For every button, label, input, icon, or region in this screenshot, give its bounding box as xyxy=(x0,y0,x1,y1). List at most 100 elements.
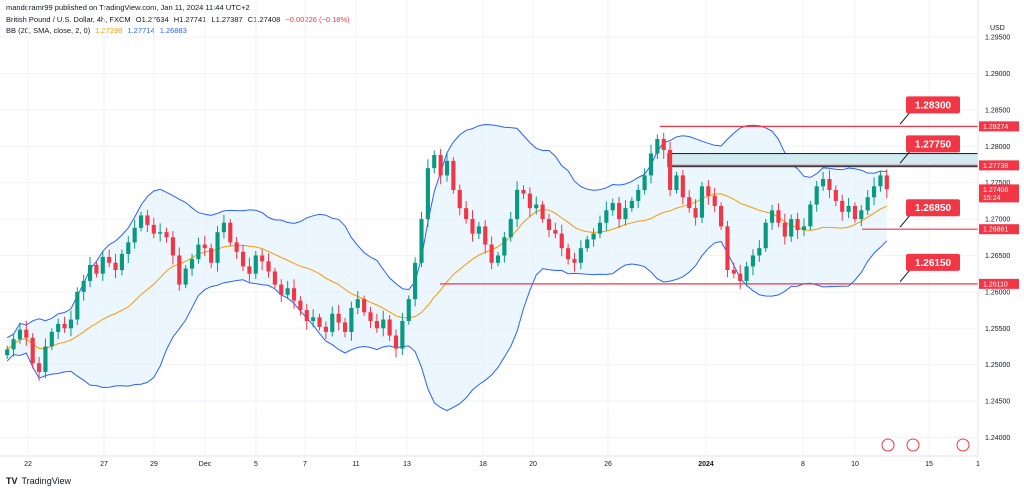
candle xyxy=(285,281,290,300)
time-tick-label: 26 xyxy=(604,461,612,468)
candle-body xyxy=(623,208,628,220)
candle-body xyxy=(865,197,870,211)
price-badge-countdown: 15:24 xyxy=(983,195,1001,202)
candle xyxy=(738,264,743,289)
candle-body xyxy=(279,284,284,295)
candle xyxy=(330,306,335,337)
candle-body xyxy=(291,288,297,301)
candle-body xyxy=(438,155,443,176)
candle-body xyxy=(151,224,156,234)
candle-body xyxy=(272,271,277,285)
callout-pointer xyxy=(899,214,911,228)
candle xyxy=(610,198,615,216)
candle-body xyxy=(75,291,80,320)
candle xyxy=(164,227,169,243)
candle xyxy=(833,185,838,207)
price-badge xyxy=(979,278,1019,289)
candle xyxy=(298,296,303,316)
candle-body xyxy=(68,319,73,329)
candle xyxy=(661,132,666,159)
candle xyxy=(342,317,348,338)
candle xyxy=(311,309,316,328)
candle xyxy=(68,310,73,337)
candle xyxy=(81,274,86,301)
candle-body xyxy=(859,210,864,220)
time-tick-label: 11 xyxy=(352,461,359,468)
candle xyxy=(183,264,188,289)
candle-body xyxy=(387,319,392,336)
candle-body xyxy=(680,175,685,198)
candle xyxy=(87,256,93,288)
candle-body xyxy=(476,226,481,234)
candle-body xyxy=(661,139,666,150)
candle xyxy=(349,301,354,341)
callout-pointer xyxy=(899,151,911,164)
candle-body xyxy=(323,326,328,332)
event-icons[interactable] xyxy=(881,438,970,452)
candle-body xyxy=(527,193,532,209)
price-badge-label: 1.26110 xyxy=(983,281,1008,288)
candle-body xyxy=(145,215,150,225)
candle xyxy=(228,219,233,247)
candle-body xyxy=(432,155,437,169)
bb-upper-value: 1.27714 xyxy=(127,26,155,35)
candle xyxy=(368,306,373,329)
candle-body xyxy=(604,210,609,223)
candle xyxy=(655,134,660,159)
candle-body xyxy=(464,208,469,220)
candle xyxy=(253,250,258,280)
candle xyxy=(132,219,137,249)
candle-body xyxy=(43,346,48,372)
candle xyxy=(540,200,545,223)
candle-body xyxy=(100,256,105,274)
candle xyxy=(489,236,494,270)
candle-body xyxy=(750,255,756,267)
candle xyxy=(221,214,226,239)
candle xyxy=(158,223,163,242)
candle-body xyxy=(546,219,552,230)
time-tick-label: Dec xyxy=(199,461,212,468)
tradingview-logo-icon: TV xyxy=(6,476,18,486)
candle-body xyxy=(699,186,705,218)
candle-body xyxy=(368,312,373,321)
candle xyxy=(189,253,195,276)
candle-body xyxy=(228,222,233,243)
footer-brand[interactable]: TV TradingView xyxy=(6,476,71,486)
candle xyxy=(247,257,252,282)
candle-body xyxy=(374,320,379,329)
time-tick-label: 5 xyxy=(254,461,258,468)
candle-body xyxy=(457,189,462,209)
candle-body xyxy=(419,219,424,263)
candle-body xyxy=(311,317,316,321)
supply-zone xyxy=(667,153,979,168)
candle xyxy=(757,240,762,262)
candle-body xyxy=(400,320,405,349)
ohlc-high: H1.27741 xyxy=(173,15,207,24)
candle xyxy=(266,253,271,278)
candle xyxy=(814,180,819,212)
candle-body xyxy=(629,200,634,209)
candle xyxy=(706,180,711,205)
candle-body xyxy=(884,175,889,190)
callout-pointer xyxy=(899,112,911,125)
candle xyxy=(566,243,571,265)
candle-body xyxy=(846,205,851,212)
candle xyxy=(425,159,430,228)
candle xyxy=(362,295,367,316)
candle xyxy=(782,213,787,245)
candle-body xyxy=(744,266,749,281)
candle-body xyxy=(11,339,16,350)
price-badge-label: 1.27738 xyxy=(983,163,1008,170)
candle xyxy=(495,251,501,267)
candle xyxy=(508,211,513,242)
price-tick-label: 1.29500 xyxy=(985,35,1010,42)
candle xyxy=(5,345,10,359)
candle xyxy=(597,215,603,239)
candle xyxy=(527,187,532,218)
candle xyxy=(240,244,246,271)
candle xyxy=(591,228,596,247)
currency-label: USD xyxy=(990,25,1005,32)
ohlc-change: −0.00226 (−0.18%) xyxy=(285,15,350,24)
candle-body xyxy=(495,255,501,263)
